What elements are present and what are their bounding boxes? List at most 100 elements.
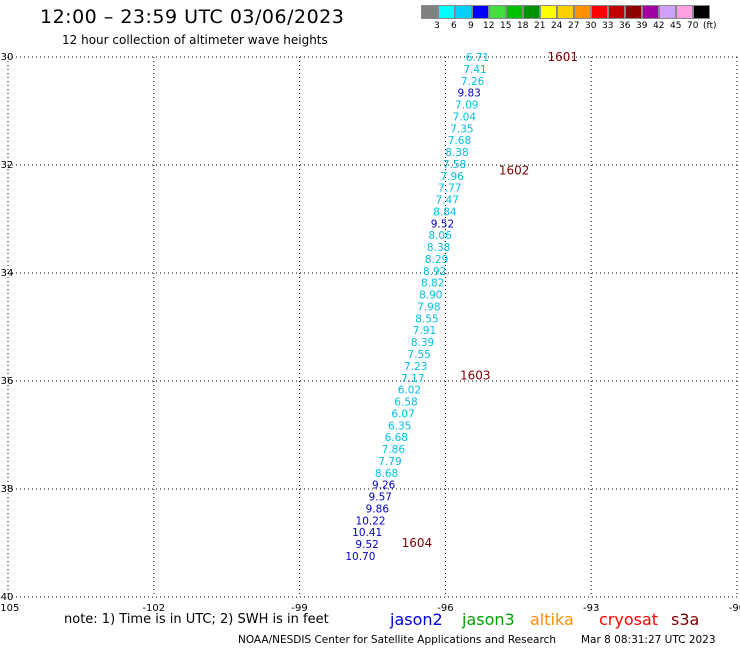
wave-height-colorbar <box>421 5 710 21</box>
swh-value: 7.58 <box>443 159 466 171</box>
map-axes: -105 -102 -99 -96 -93 -90 -30 -32 -34 -36 -38 -40 <box>0 52 740 614</box>
swh-value: 9.83 <box>457 88 480 100</box>
colorbar-tick-label: 39 <box>636 21 648 31</box>
swh-value: 10.41 <box>352 527 382 539</box>
colorbar-swatch <box>676 5 693 19</box>
colorbar-swatch <box>489 5 506 19</box>
colorbar-swatch <box>438 5 455 19</box>
colorbar-tick-label: 33 <box>602 21 614 31</box>
swh-value: 7.47 <box>436 195 459 207</box>
colorbar-swatch <box>455 5 472 19</box>
satellite-altika: altika <box>530 610 574 629</box>
x-tick-label: -99 <box>291 603 307 614</box>
colorbar-swatch <box>540 5 557 19</box>
colorbar-tick-label: 18 <box>517 21 529 31</box>
swh-value: 10.22 <box>356 515 386 527</box>
colorbar-tick-label: 21 <box>534 21 546 31</box>
swh-value: 9.57 <box>369 492 392 504</box>
colorbar-tick-label: 30 <box>585 21 597 31</box>
swh-value: 9.52 <box>431 218 454 230</box>
map-subtitle: 12 hour collection of altimeter wave hei… <box>62 33 328 47</box>
y-tick-label: -40 <box>0 592 13 603</box>
colorbar-tick-label: 24 <box>551 21 563 31</box>
colorbar-tick-label: 15 <box>500 21 512 31</box>
swh-value: 8.06 <box>428 230 452 242</box>
swh-value: 8.29 <box>425 254 448 266</box>
swh-value: 7.55 <box>407 349 430 361</box>
swh-value: 7.86 <box>382 444 406 456</box>
colorbar-swatch <box>659 5 676 19</box>
map-grid <box>7 56 738 598</box>
x-tick-label: -105 <box>0 603 19 614</box>
generated-time: Mar 8 08:31:27 UTC 2023 <box>581 634 716 646</box>
swh-value: 6.35 <box>388 420 411 432</box>
swh-value: 7.26 <box>461 76 485 88</box>
colorbar-swatch <box>625 5 642 19</box>
swh-value: 8.90 <box>419 290 442 302</box>
y-tick-label: -38 <box>0 484 13 495</box>
colorbar-tick-label: 42 <box>653 21 665 31</box>
colorbar-swatch <box>642 5 659 19</box>
colorbar-swatch <box>693 5 710 19</box>
swh-value: 8.84 <box>433 206 457 218</box>
time-markers: 1601 1602 1603 1604 <box>402 50 578 550</box>
swh-value: 7.17 <box>401 373 424 385</box>
satellite-s3a: s3a <box>671 610 700 629</box>
swh-value: 7.96 <box>440 171 464 183</box>
swh-value: 8.92 <box>423 266 446 278</box>
colorbar-tick-label: 9 <box>468 21 474 31</box>
colorbar-swatch <box>523 5 540 19</box>
swh-value: 9.52 <box>355 539 378 551</box>
colorbar-tick-label: 36 <box>619 21 631 31</box>
colorbar-tick-label: (ft) <box>703 21 717 31</box>
swh-value: 7.77 <box>438 183 461 195</box>
colorbar-swatch <box>557 5 574 19</box>
swh-value: 6.07 <box>391 408 414 420</box>
y-tick-label: -30 <box>0 52 13 63</box>
colorbar-tick-label: 45 <box>670 21 682 31</box>
colorbar-swatch <box>574 5 591 19</box>
x-tick-label: -96 <box>437 603 453 614</box>
swh-value: 7.68 <box>448 135 471 147</box>
colorbar-tick-label: 6 <box>451 21 457 31</box>
wave-height-track: 6.717.417.269.837.097.047.357.688.387.58… <box>345 52 489 563</box>
colorbar-swatch <box>608 5 625 19</box>
x-tick-label: -90 <box>729 603 740 614</box>
y-tick-label: -36 <box>0 376 13 387</box>
credit-text: NOAA/NESDIS Center for Satellite Applica… <box>238 634 556 646</box>
satellite-cryosat: cryosat <box>599 610 659 629</box>
y-tick-label: -32 <box>0 160 13 171</box>
swh-value: 6.68 <box>385 432 408 444</box>
colorbar-swatch <box>421 5 438 19</box>
colorbar-swatch <box>472 5 489 19</box>
time-marker: 1602 <box>499 163 530 177</box>
satellite-jason2: jason2 <box>390 610 443 629</box>
swh-value: 6.58 <box>394 397 417 409</box>
swh-value: 6.71 <box>466 52 489 64</box>
footer-note: note: 1) Time is in UTC; 2) SWH is in fe… <box>64 612 329 627</box>
swh-value: 10.70 <box>345 551 375 563</box>
swh-value: 6.02 <box>398 385 421 397</box>
time-marker: 1601 <box>547 50 578 64</box>
colorbar-tick-labels: 3 6 9 12 15 18 21 24 27 30 33 36 39 42 45 70 (ft) <box>421 21 740 33</box>
time-marker: 1603 <box>460 369 491 383</box>
swh-value: 8.38 <box>427 242 450 254</box>
colorbar-tick-label: 27 <box>568 21 580 31</box>
swh-value: 7.09 <box>455 100 478 112</box>
swh-value: 7.98 <box>417 301 440 313</box>
y-tick-label: -34 <box>0 268 13 279</box>
time-marker: 1604 <box>402 536 433 550</box>
satellite-jason3: jason3 <box>462 610 515 629</box>
swh-value: 8.68 <box>375 468 398 480</box>
swh-value: 8.39 <box>411 337 434 349</box>
swh-value: 7.23 <box>404 361 427 373</box>
x-tick-label: -93 <box>583 603 599 614</box>
map-title: 12:00 – 23:59 UTC 03/06/2023 <box>40 6 345 28</box>
colorbar-tick-label: 3 <box>434 21 440 31</box>
swh-value: 7.91 <box>413 325 436 337</box>
swh-value: 7.41 <box>463 64 486 76</box>
swh-value: 8.38 <box>445 147 468 159</box>
swh-value: 8.55 <box>415 313 438 325</box>
x-tick-label: -102 <box>142 603 165 614</box>
